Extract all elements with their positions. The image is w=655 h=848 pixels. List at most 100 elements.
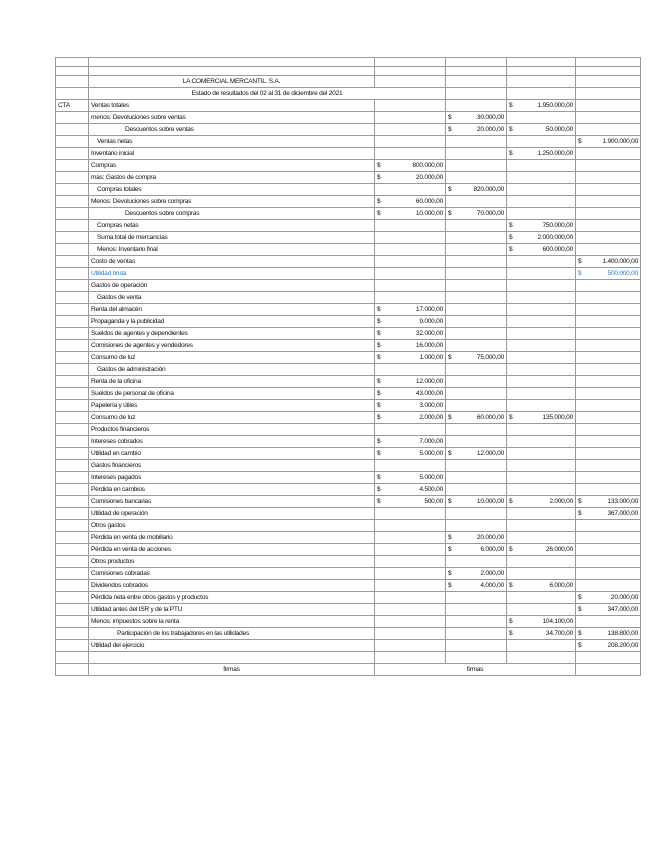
cta-cell-empty[interactable]	[55, 207, 89, 220]
amount-cell[interactable]	[575, 219, 641, 232]
cta-cell-empty[interactable]	[55, 279, 89, 292]
amount-cell[interactable]	[575, 231, 641, 244]
amount-cell[interactable]	[506, 303, 576, 316]
amount-cell[interactable]	[506, 159, 576, 172]
amount-cell[interactable]: $43.000,00	[374, 387, 446, 400]
amount-cell[interactable]: $10.000,00	[374, 207, 446, 220]
amount-cell[interactable]: $750.000,00	[506, 219, 576, 232]
amount-cell[interactable]	[374, 267, 446, 280]
amount-cell[interactable]	[575, 483, 641, 496]
amount-cell[interactable]	[445, 639, 507, 652]
amount-cell[interactable]	[374, 423, 446, 436]
amount-cell[interactable]	[506, 591, 576, 604]
cta-cell-empty[interactable]	[55, 243, 89, 256]
amount-cell[interactable]	[445, 279, 507, 292]
amount-cell[interactable]	[374, 363, 446, 376]
amount-cell[interactable]	[374, 627, 446, 640]
amount-cell[interactable]	[506, 375, 576, 388]
amount-cell[interactable]	[575, 615, 641, 628]
amount-cell[interactable]	[445, 519, 507, 532]
amount-cell[interactable]: $7.000,00	[374, 435, 446, 448]
amount-cell[interactable]	[575, 459, 641, 472]
row-label[interactable]: Costo de ventas	[88, 255, 375, 268]
amount-cell[interactable]	[374, 543, 446, 556]
amount-cell[interactable]	[445, 147, 507, 160]
amount-cell[interactable]	[445, 291, 507, 304]
cta-cell-empty[interactable]	[55, 123, 89, 136]
company-title[interactable]: LA COMERCIAL MERCANTIL. S.A.	[88, 75, 375, 88]
cell[interactable]	[445, 87, 507, 100]
amount-cell[interactable]: $2.000,00	[445, 567, 507, 580]
cta-cell-empty[interactable]	[55, 111, 89, 124]
amount-cell[interactable]: $4.500,00	[374, 483, 446, 496]
cta-cell-empty[interactable]	[55, 147, 89, 160]
amount-cell[interactable]	[506, 459, 576, 472]
row-label[interactable]: Utilidad de operación	[88, 507, 375, 520]
amount-cell[interactable]	[575, 171, 641, 184]
amount-cell[interactable]	[575, 423, 641, 436]
cta-cell-empty[interactable]	[55, 219, 89, 232]
amount-cell[interactable]	[506, 363, 576, 376]
cta-cell-empty[interactable]	[55, 435, 89, 448]
cta-cell-empty[interactable]	[55, 627, 89, 640]
amount-cell[interactable]: $70.000,00	[445, 207, 507, 220]
cell[interactable]	[55, 651, 89, 664]
cell[interactable]	[374, 75, 446, 88]
cell[interactable]	[575, 87, 641, 100]
amount-cell[interactable]	[575, 339, 641, 352]
cta-cell-empty[interactable]	[55, 351, 89, 364]
amount-cell[interactable]	[374, 243, 446, 256]
amount-cell[interactable]: $4.000,00	[445, 579, 507, 592]
signature-left[interactable]: firmas	[88, 663, 375, 676]
amount-cell[interactable]	[445, 243, 507, 256]
amount-cell[interactable]: $800.000,00	[374, 159, 446, 172]
amount-cell[interactable]	[575, 387, 641, 400]
amount-cell[interactable]	[506, 567, 576, 580]
amount-cell[interactable]	[445, 603, 507, 616]
cell[interactable]	[575, 75, 641, 88]
cell[interactable]	[506, 87, 576, 100]
cta-cell-empty[interactable]	[55, 339, 89, 352]
amount-cell[interactable]	[374, 99, 446, 112]
row-label[interactable]: Dividendos cobrados	[88, 579, 375, 592]
amount-cell[interactable]: $16.000,00	[374, 339, 446, 352]
cell[interactable]	[445, 57, 507, 67]
amount-cell[interactable]: $10.000,00	[445, 495, 507, 508]
amount-cell[interactable]	[374, 591, 446, 604]
amount-cell[interactable]	[575, 435, 641, 448]
amount-cell[interactable]	[575, 183, 641, 196]
cell[interactable]	[55, 87, 89, 100]
row-label[interactable]: Renta del almacén	[88, 303, 375, 316]
cta-cell-empty[interactable]	[55, 615, 89, 628]
row-label[interactable]: Intereses pagados	[88, 471, 375, 484]
amount-cell[interactable]	[575, 363, 641, 376]
cta-cell-empty[interactable]	[55, 603, 89, 616]
amount-cell[interactable]	[575, 399, 641, 412]
amount-cell[interactable]	[575, 123, 641, 136]
cell[interactable]	[445, 75, 507, 88]
row-label[interactable]: Menos: Inventario final	[88, 243, 375, 256]
amount-cell[interactable]	[374, 279, 446, 292]
row-label[interactable]: Inventario inicial	[88, 147, 375, 160]
amount-cell[interactable]	[445, 339, 507, 352]
amount-cell[interactable]	[445, 471, 507, 484]
row-label[interactable]: Papelería y útiles	[88, 399, 375, 412]
cell[interactable]	[575, 651, 641, 664]
cta-cell[interactable]: CTA	[55, 99, 89, 112]
amount-cell[interactable]: $50.000,00	[506, 123, 576, 136]
amount-cell[interactable]: $5.000,00	[374, 447, 446, 460]
amount-cell[interactable]	[374, 603, 446, 616]
cta-cell-empty[interactable]	[55, 555, 89, 568]
cell[interactable]	[445, 651, 507, 664]
row-label[interactable]: Pérdida en venta de acciones	[88, 543, 375, 556]
row-label[interactable]: mas: Gastos de compra	[88, 171, 375, 184]
amount-cell[interactable]	[445, 375, 507, 388]
amount-cell[interactable]	[374, 111, 446, 124]
amount-cell[interactable]: $820.000,00	[445, 183, 507, 196]
amount-cell[interactable]	[445, 303, 507, 316]
row-label[interactable]: Consumo de luz	[88, 411, 375, 424]
amount-cell[interactable]	[506, 519, 576, 532]
amount-cell[interactable]	[506, 315, 576, 328]
amount-cell[interactable]	[506, 339, 576, 352]
amount-cell[interactable]	[575, 303, 641, 316]
